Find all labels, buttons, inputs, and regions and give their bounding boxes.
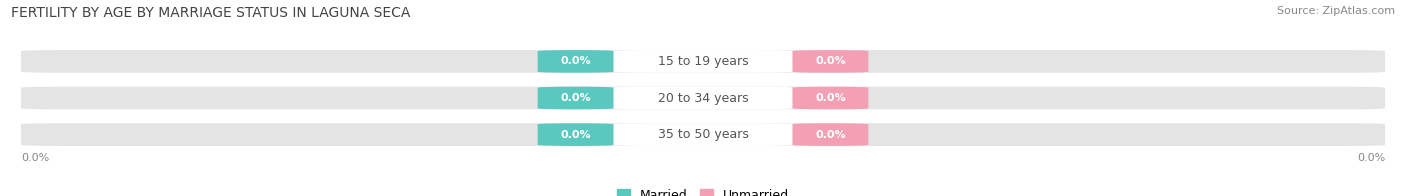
Legend: Married, Unmarried: Married, Unmarried bbox=[612, 184, 794, 196]
FancyBboxPatch shape bbox=[537, 87, 613, 109]
Text: 0.0%: 0.0% bbox=[815, 130, 846, 140]
Text: 0.0%: 0.0% bbox=[815, 93, 846, 103]
Text: 0.0%: 0.0% bbox=[560, 56, 591, 66]
FancyBboxPatch shape bbox=[537, 50, 613, 73]
FancyBboxPatch shape bbox=[613, 123, 793, 146]
FancyBboxPatch shape bbox=[793, 50, 869, 73]
Text: FERTILITY BY AGE BY MARRIAGE STATUS IN LAGUNA SECA: FERTILITY BY AGE BY MARRIAGE STATUS IN L… bbox=[11, 6, 411, 20]
Text: 0.0%: 0.0% bbox=[560, 130, 591, 140]
FancyBboxPatch shape bbox=[21, 123, 1385, 146]
Text: 15 to 19 years: 15 to 19 years bbox=[658, 55, 748, 68]
Text: 20 to 34 years: 20 to 34 years bbox=[658, 92, 748, 104]
Text: 0.0%: 0.0% bbox=[1357, 153, 1385, 163]
Text: 0.0%: 0.0% bbox=[560, 93, 591, 103]
FancyBboxPatch shape bbox=[613, 50, 793, 73]
Text: 0.0%: 0.0% bbox=[815, 56, 846, 66]
Text: 0.0%: 0.0% bbox=[21, 153, 49, 163]
FancyBboxPatch shape bbox=[21, 50, 1385, 73]
FancyBboxPatch shape bbox=[793, 123, 869, 146]
FancyBboxPatch shape bbox=[537, 123, 613, 146]
Text: Source: ZipAtlas.com: Source: ZipAtlas.com bbox=[1277, 6, 1395, 16]
FancyBboxPatch shape bbox=[613, 87, 793, 109]
Text: 35 to 50 years: 35 to 50 years bbox=[658, 128, 748, 141]
FancyBboxPatch shape bbox=[21, 87, 1385, 109]
FancyBboxPatch shape bbox=[793, 87, 869, 109]
